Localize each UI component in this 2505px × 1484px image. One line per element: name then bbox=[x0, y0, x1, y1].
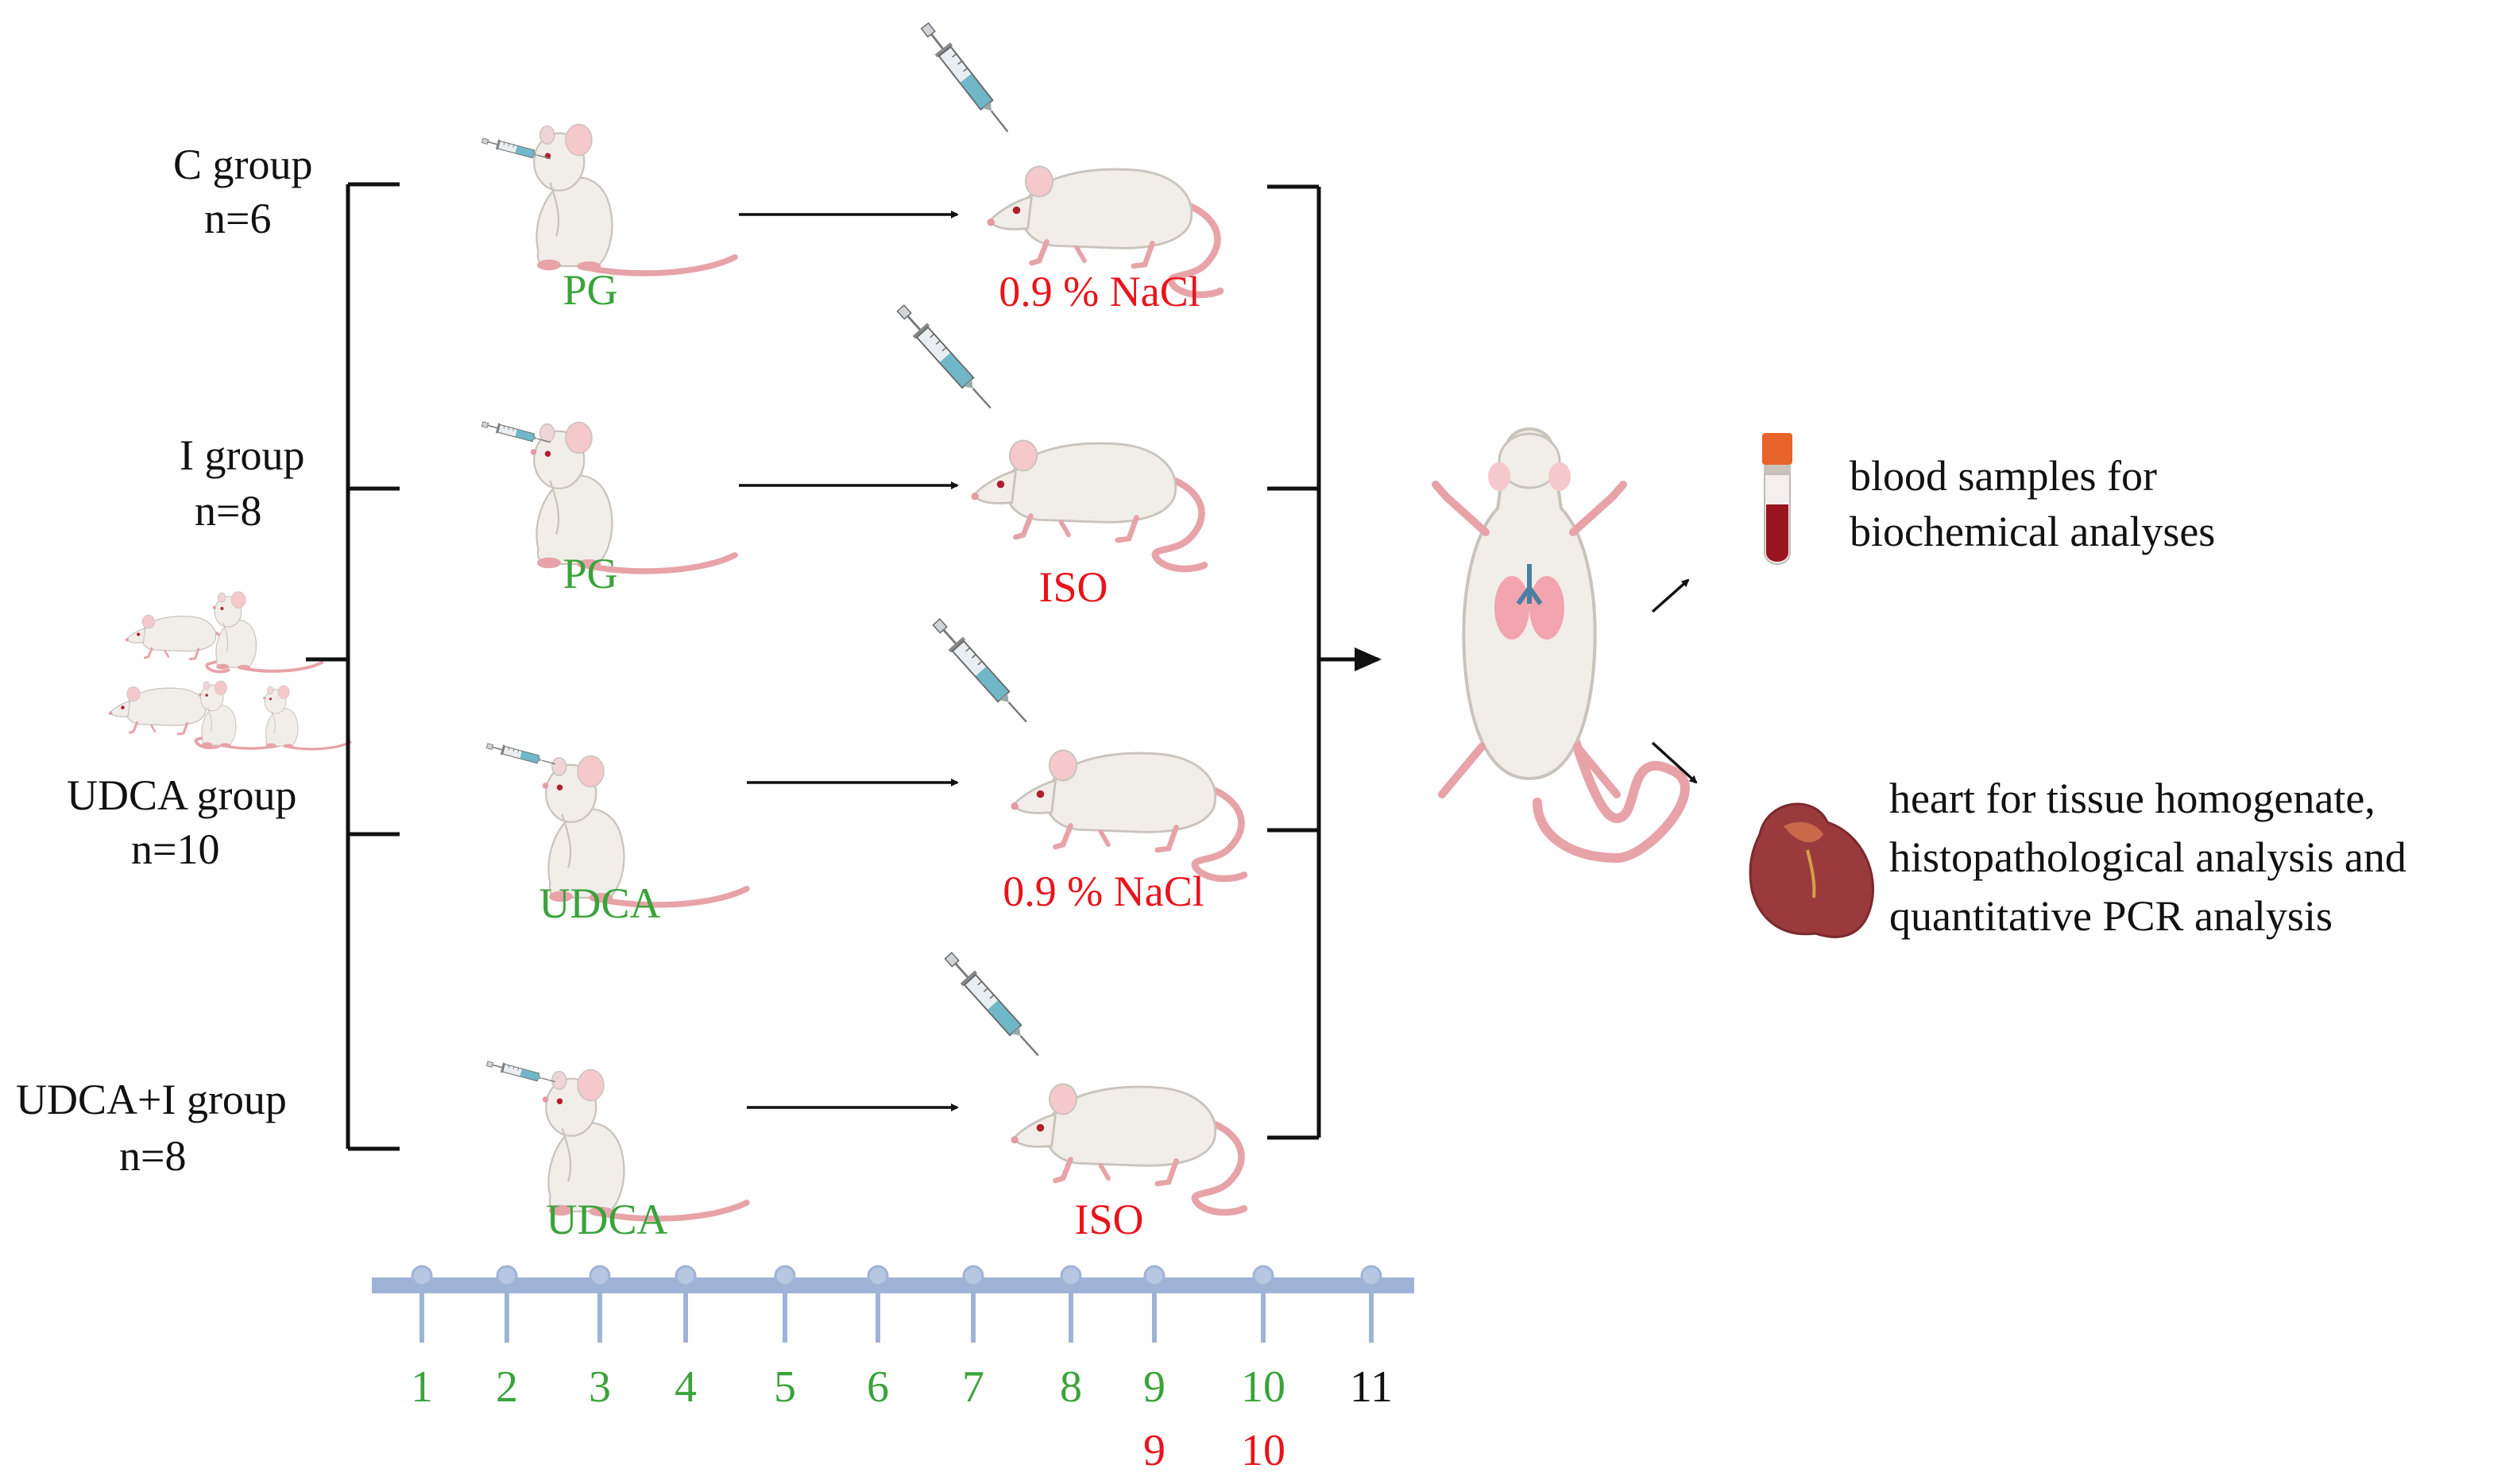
rat-walking-icon bbox=[940, 948, 1244, 1212]
heart-icon bbox=[1749, 802, 1875, 938]
pretreatment-label-i: PG bbox=[562, 550, 618, 597]
syringe-icon bbox=[915, 18, 1017, 139]
heart-outcome-line-3: quantitative PCR analysis bbox=[1889, 892, 2333, 940]
timeline-day-7: 7 bbox=[962, 1362, 984, 1412]
injection-label-i: ISO bbox=[1038, 563, 1108, 611]
rat-walking-icon bbox=[892, 300, 1204, 569]
outcome-arrows bbox=[1651, 578, 1698, 784]
rat-sitting-icon bbox=[480, 418, 735, 571]
pretreatment-label-udca-i: UDCA bbox=[546, 1196, 668, 1243]
timeline-injection-day-10: 10 bbox=[1241, 1426, 1285, 1475]
timeline-day-10: 10 bbox=[1241, 1362, 1285, 1412]
timeline-day-3: 3 bbox=[589, 1362, 611, 1412]
rat-group-icon bbox=[109, 592, 352, 751]
group-label-udca: UDCA group bbox=[67, 771, 297, 819]
timeline-tick-6 bbox=[867, 1265, 889, 1343]
timeline-tick-10 bbox=[1252, 1265, 1274, 1343]
blood-outcome-line-1: blood samples for bbox=[1850, 452, 2157, 500]
group-label-udca-i: UDCA+I group bbox=[16, 1076, 287, 1123]
timeline-day-11: 11 bbox=[1350, 1362, 1393, 1412]
timeline-tick-8 bbox=[1060, 1265, 1082, 1343]
merge-bracket bbox=[1267, 184, 1382, 1140]
rat-walking-icon bbox=[915, 18, 1220, 295]
syringe-icon bbox=[928, 614, 1035, 730]
blood-outcome-line-2: biochemical analyses bbox=[1850, 508, 2216, 555]
injection-label-udca-i: ISO bbox=[1074, 1196, 1144, 1243]
timeline-day-4: 4 bbox=[675, 1362, 697, 1412]
group-n-udca-i: n=8 bbox=[119, 1132, 187, 1180]
timeline-tick-3 bbox=[589, 1265, 611, 1343]
rat-sitting-icon bbox=[480, 125, 735, 274]
treatment-arrows bbox=[739, 211, 959, 1111]
timeline-tick-9 bbox=[1143, 1265, 1166, 1343]
syringe-icon bbox=[892, 300, 999, 416]
timeline-day-2: 2 bbox=[496, 1362, 518, 1412]
timeline-day-8: 8 bbox=[1060, 1362, 1082, 1412]
group-n-i: n=8 bbox=[195, 487, 262, 535]
syringe-icon bbox=[485, 740, 558, 770]
timeline bbox=[372, 1265, 1414, 1343]
rat-walking-icon bbox=[928, 614, 1244, 879]
timeline-day-5: 5 bbox=[774, 1362, 796, 1412]
group-label-c: C group bbox=[173, 141, 313, 188]
syringe-icon bbox=[485, 1057, 558, 1088]
timeline-tick-2 bbox=[496, 1265, 518, 1343]
dissected-rat-icon bbox=[1432, 427, 1690, 864]
heart-outcome-line-1: heart for tissue homogenate, bbox=[1889, 775, 2375, 822]
pretreatment-label-udca: UDCA bbox=[539, 879, 661, 927]
timeline-injection-day-9: 9 bbox=[1143, 1426, 1166, 1475]
group-n-udca: n=10 bbox=[131, 825, 220, 873]
group-bracket bbox=[306, 182, 400, 1151]
injection-label-udca: 0.9 % NaCl bbox=[1003, 868, 1204, 915]
timeline-tick-7 bbox=[962, 1265, 984, 1343]
timeline-tick-4 bbox=[675, 1265, 697, 1343]
syringe-icon bbox=[940, 948, 1047, 1064]
timeline-tick-11 bbox=[1360, 1265, 1382, 1343]
group-n-c: n=6 bbox=[204, 195, 272, 242]
injection-label-c: 0.9 % NaCl bbox=[999, 268, 1200, 315]
rat-sitting-icon bbox=[485, 1057, 747, 1219]
group-label-i: I group bbox=[180, 431, 305, 479]
timeline-tick-1 bbox=[411, 1265, 433, 1343]
timeline-day-9: 9 bbox=[1143, 1362, 1166, 1412]
timeline-day-6: 6 bbox=[867, 1362, 889, 1412]
pretreatment-label-c: PG bbox=[562, 266, 618, 314]
timeline-tick-5 bbox=[774, 1265, 796, 1343]
timeline-day-1: 1 bbox=[411, 1362, 433, 1412]
blood-tube-icon bbox=[1762, 433, 1792, 565]
heart-outcome-line-2: histopathological analysis and bbox=[1889, 833, 2406, 881]
